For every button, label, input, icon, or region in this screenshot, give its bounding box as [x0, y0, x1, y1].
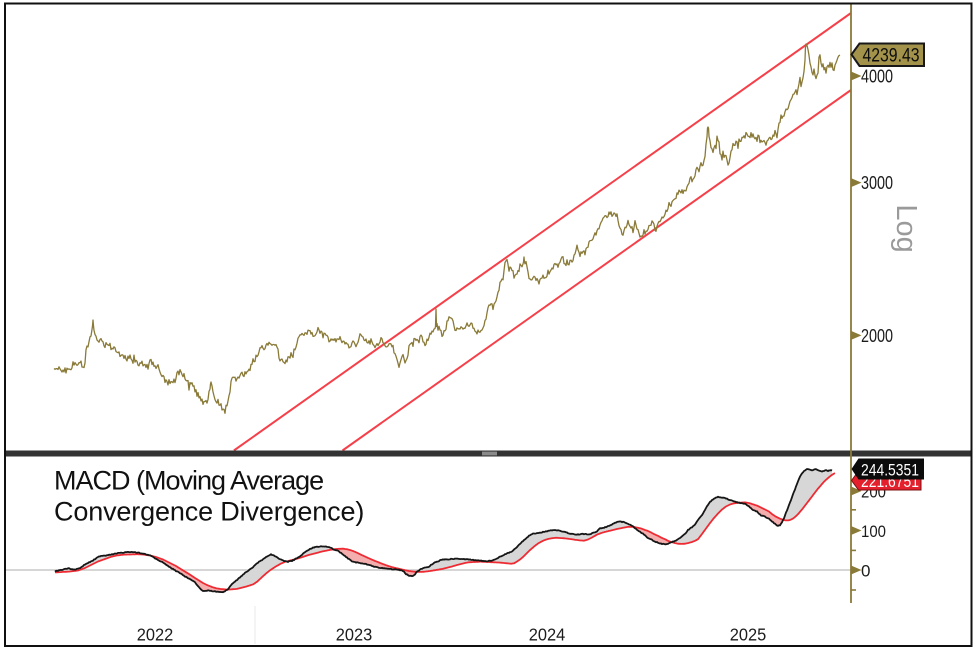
svg-text:2022: 2022 [137, 625, 174, 645]
svg-text:MACD (Moving Average: MACD (Moving Average [54, 466, 323, 496]
svg-text:244.5351: 244.5351 [861, 462, 919, 480]
svg-text:2023: 2023 [336, 625, 373, 645]
svg-text:Log: Log [890, 204, 922, 252]
svg-text:Convergence Divergence): Convergence Divergence) [54, 497, 364, 527]
svg-text:4000: 4000 [861, 67, 893, 87]
svg-text:3000: 3000 [861, 173, 893, 193]
svg-text:100: 100 [861, 522, 886, 541]
svg-text:0: 0 [861, 562, 870, 581]
svg-text:4239.43: 4239.43 [863, 46, 920, 67]
svg-text:2000: 2000 [861, 326, 893, 346]
svg-text:2025: 2025 [730, 625, 767, 645]
svg-text:2024: 2024 [529, 625, 566, 645]
